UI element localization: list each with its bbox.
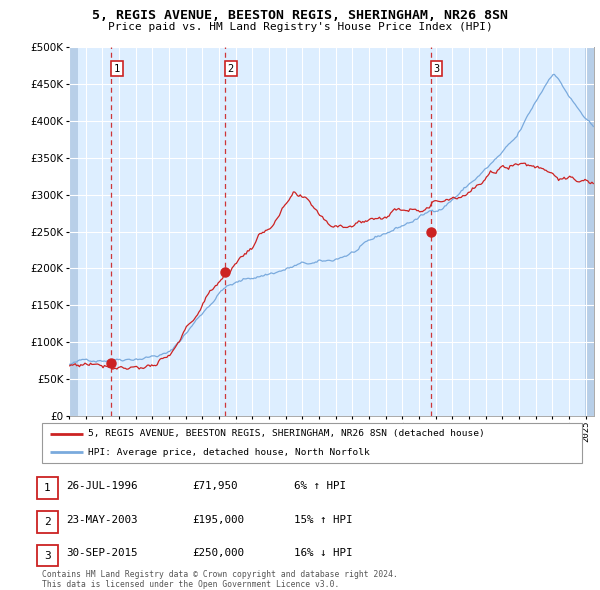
Text: HPI: Average price, detached house, North Norfolk: HPI: Average price, detached house, Nort… (88, 448, 370, 457)
Text: 23-MAY-2003: 23-MAY-2003 (66, 515, 137, 525)
Text: 3: 3 (433, 64, 440, 74)
Bar (585, 47, 594, 416)
Text: 16% ↓ HPI: 16% ↓ HPI (294, 549, 353, 558)
Text: 30-SEP-2015: 30-SEP-2015 (66, 549, 137, 558)
Text: 1: 1 (44, 483, 51, 493)
Text: £71,950: £71,950 (192, 481, 238, 491)
Text: Price paid vs. HM Land Registry's House Price Index (HPI): Price paid vs. HM Land Registry's House … (107, 22, 493, 32)
Text: 5, REGIS AVENUE, BEESTON REGIS, SHERINGHAM, NR26 8SN: 5, REGIS AVENUE, BEESTON REGIS, SHERINGH… (92, 9, 508, 22)
Text: 3: 3 (44, 550, 51, 560)
Text: This data is licensed under the Open Government Licence v3.0.: This data is licensed under the Open Gov… (42, 579, 340, 589)
Text: 2: 2 (228, 64, 234, 74)
Text: 26-JUL-1996: 26-JUL-1996 (66, 481, 137, 491)
Text: Contains HM Land Registry data © Crown copyright and database right 2024.: Contains HM Land Registry data © Crown c… (42, 569, 398, 579)
Text: 6% ↑ HPI: 6% ↑ HPI (294, 481, 346, 491)
Text: 2: 2 (44, 517, 51, 527)
Text: 1: 1 (114, 64, 120, 74)
Text: 15% ↑ HPI: 15% ↑ HPI (294, 515, 353, 525)
Bar (69, 47, 78, 416)
Text: £250,000: £250,000 (192, 549, 244, 558)
Text: £195,000: £195,000 (192, 515, 244, 525)
Text: 5, REGIS AVENUE, BEESTON REGIS, SHERINGHAM, NR26 8SN (detached house): 5, REGIS AVENUE, BEESTON REGIS, SHERINGH… (88, 430, 485, 438)
